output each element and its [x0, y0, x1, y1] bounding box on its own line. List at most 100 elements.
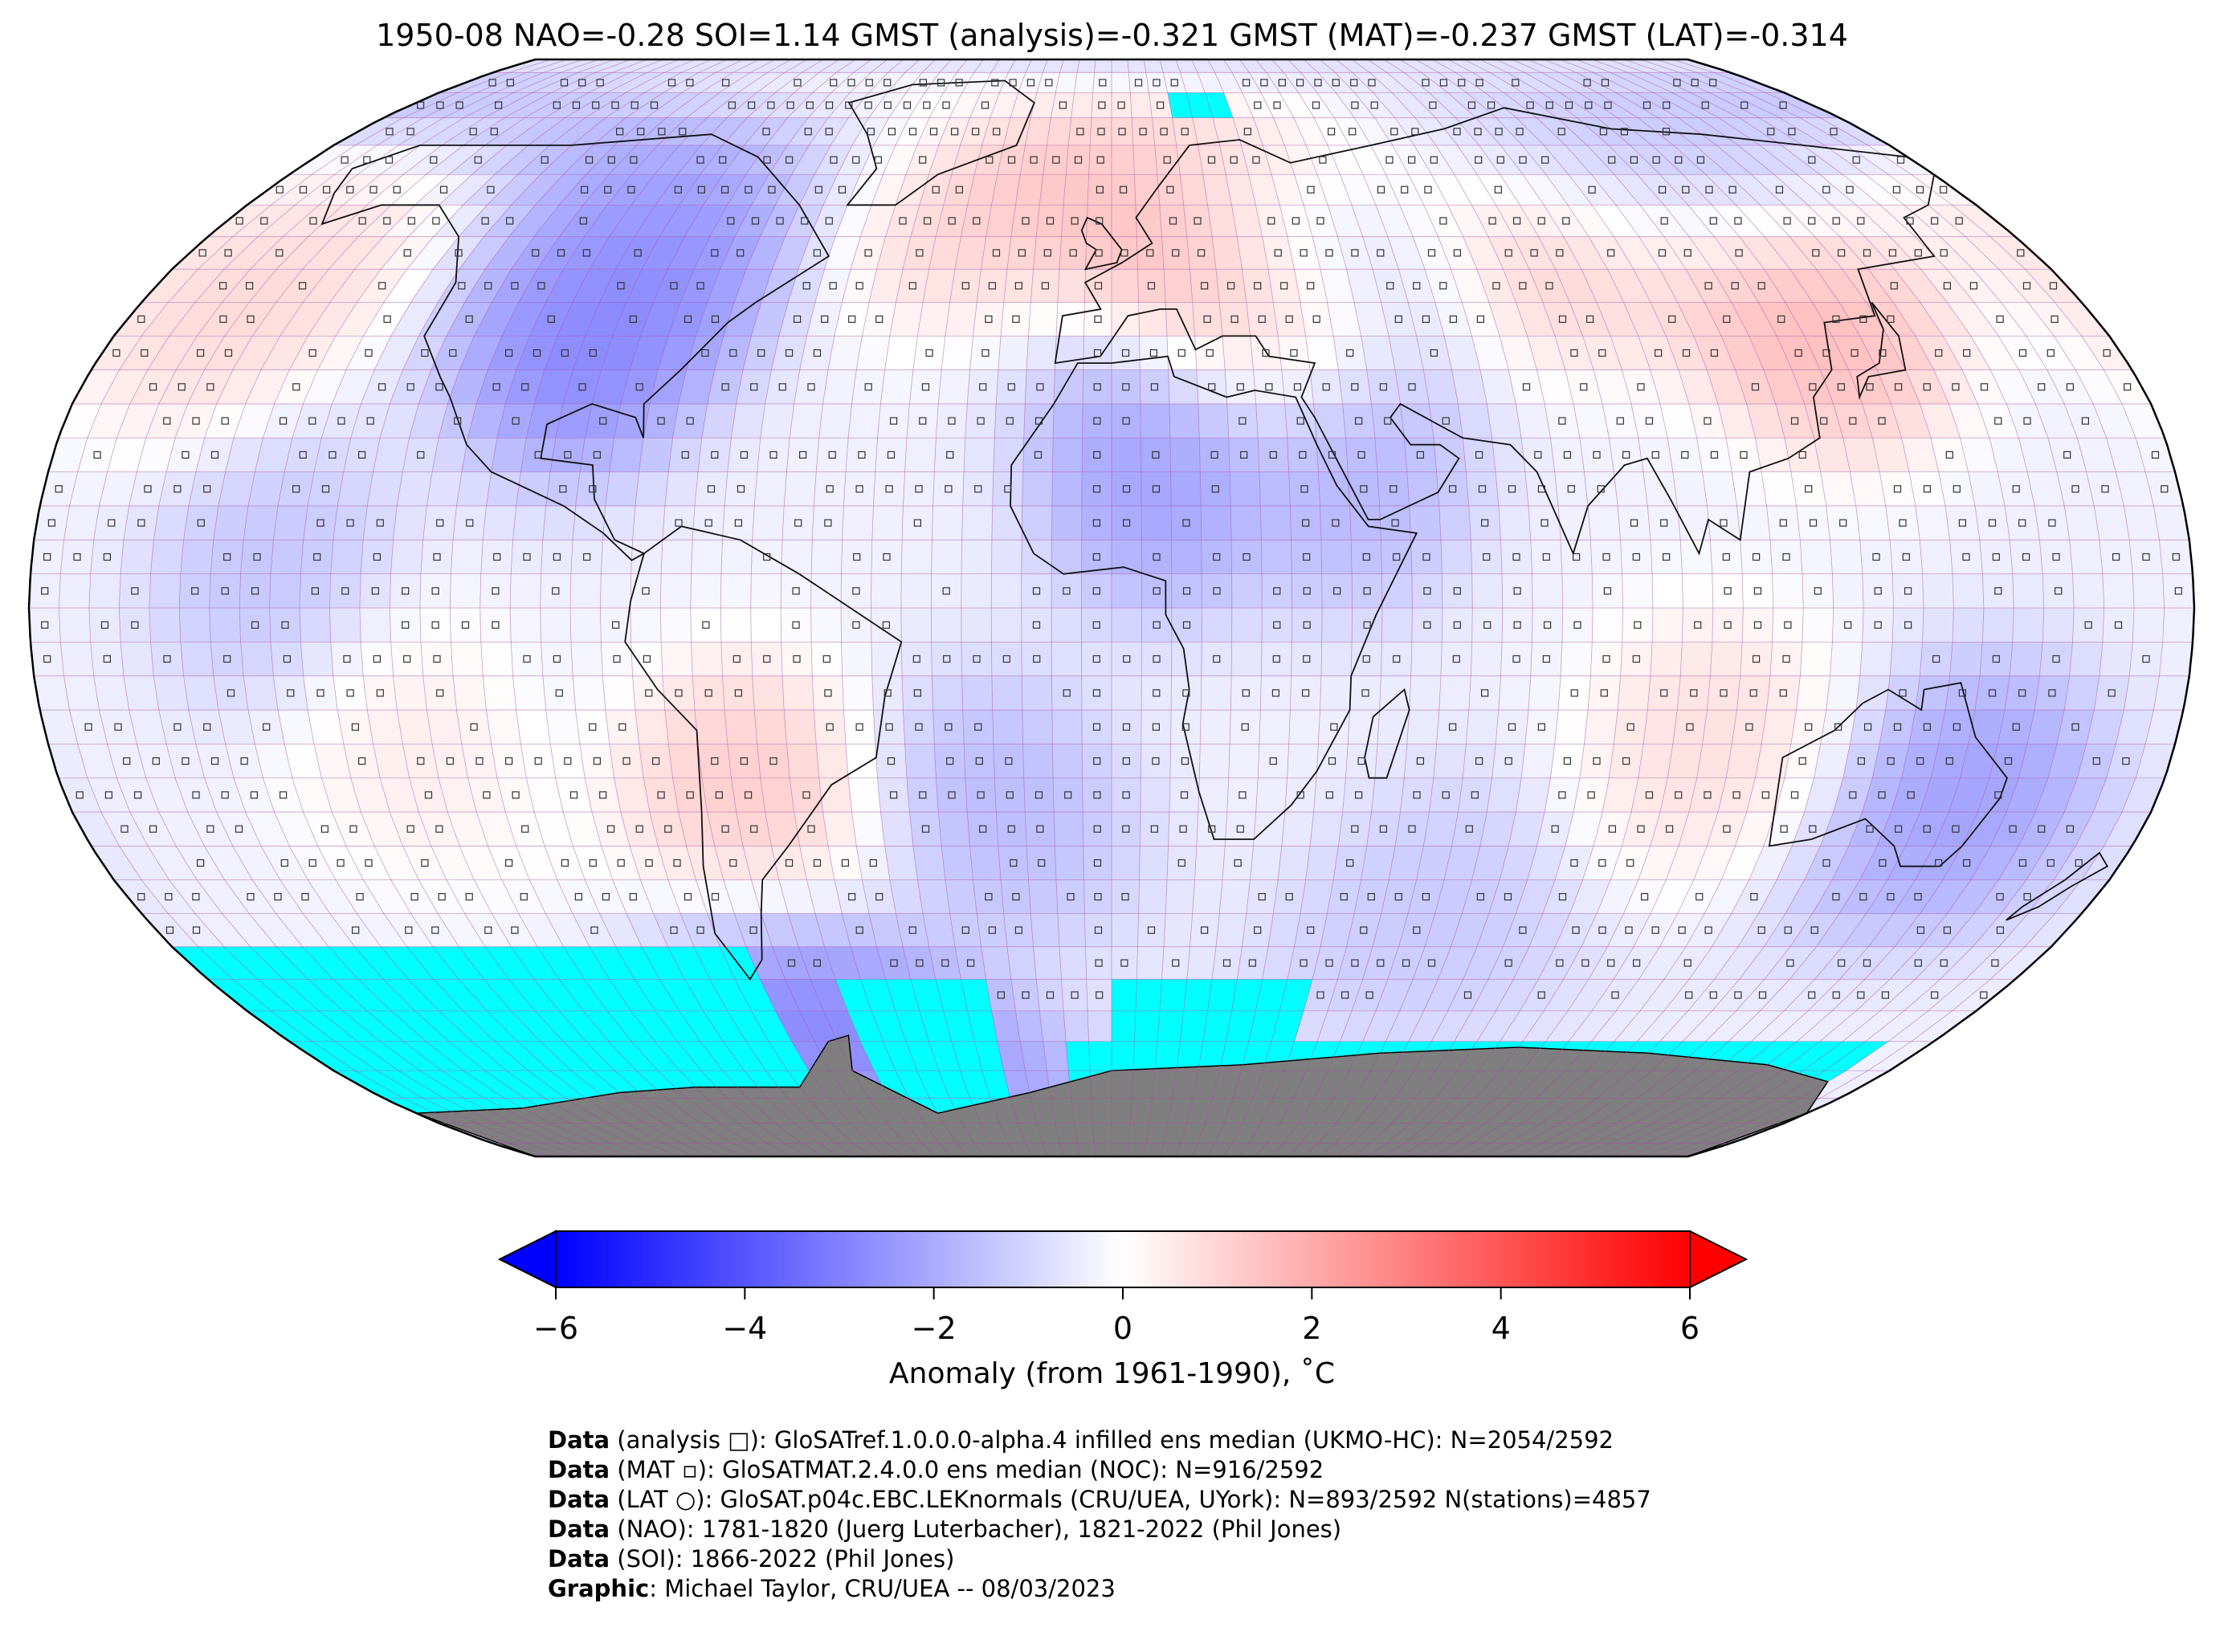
grid-cell — [835, 979, 871, 1011]
grid-cell — [806, 879, 843, 914]
grid-cell — [1471, 979, 1514, 1011]
grid-cell — [1423, 812, 1459, 846]
grid-cell — [961, 608, 992, 642]
grid-cell — [1909, 710, 1945, 744]
grid-cell — [380, 1041, 442, 1071]
grid-cell — [390, 812, 431, 846]
grid-cell — [1381, 608, 1413, 642]
grid-cell — [573, 675, 606, 710]
world-map — [27, 58, 2196, 1158]
grid-cell — [1940, 946, 1999, 980]
grid-cell — [1287, 946, 1320, 980]
grid-cell — [727, 744, 761, 778]
grid-cell — [510, 608, 541, 642]
grid-cell — [955, 946, 986, 980]
grid-cell — [1463, 744, 1496, 778]
grid-cell — [1141, 744, 1171, 778]
grid-cell — [1565, 812, 1603, 846]
grid-cell — [781, 642, 813, 676]
grid-cell — [329, 608, 361, 642]
grid-cell — [2077, 744, 2116, 778]
grid-cell — [690, 608, 721, 642]
grid-cell — [1865, 946, 1921, 980]
grid-cell — [1867, 1041, 1935, 1071]
grid-cell — [1524, 710, 1559, 744]
credit-line: Data (SOI): 1866-2022 (Phil Jones) — [548, 1544, 1651, 1574]
grid-cell — [885, 979, 920, 1011]
grid-cell — [359, 608, 391, 642]
grid-cell — [1300, 879, 1334, 914]
grid-cell — [703, 1010, 746, 1042]
grid-cell — [563, 946, 610, 980]
grid-cell — [1682, 573, 1713, 608]
credit-text: (LAT ○): GloSAT.p04c.EBC.LEKnormals (CRU… — [610, 1486, 1651, 1513]
grid-cell — [354, 946, 409, 980]
grid-cell — [1672, 710, 1708, 744]
credit-text: (NAO): 1781-1820 (Juerg Luterbacher), 18… — [610, 1515, 1342, 1543]
grid-cell — [917, 879, 950, 914]
grid-cell — [751, 1010, 792, 1042]
colorbar-tick-label: 2 — [1302, 1311, 1322, 1346]
grid-cell — [243, 675, 278, 710]
grid-cell — [271, 1010, 335, 1042]
grid-cell — [1413, 946, 1451, 980]
grid-cell — [2100, 642, 2133, 676]
grid-cell — [851, 946, 886, 980]
grid-cell — [367, 710, 403, 744]
grid-cell — [2072, 573, 2104, 608]
grid-cell — [1398, 913, 1435, 947]
grid-cell — [903, 710, 935, 744]
grid-cell — [535, 1010, 586, 1042]
grid-cell — [321, 777, 361, 813]
grid-cell — [600, 573, 631, 608]
grid-cell — [1920, 777, 1961, 813]
grid-cell — [1667, 744, 1703, 778]
grid-cell — [390, 540, 423, 574]
grid-cell — [661, 642, 693, 676]
grid-cell — [88, 608, 121, 642]
grid-cell — [1083, 879, 1112, 914]
grid-cell — [2145, 710, 2184, 744]
grid-cell — [357, 1041, 420, 1071]
grid-cell — [1025, 812, 1055, 846]
grid-cell — [1770, 642, 1802, 676]
colorbar-tick-label: −6 — [533, 1311, 579, 1346]
grid-cell — [1516, 879, 1556, 914]
grid-cell — [1278, 846, 1311, 880]
grid-cell — [1705, 1010, 1761, 1042]
grid-cell — [1773, 1010, 1833, 1042]
grid-cell — [537, 946, 585, 980]
grid-cell — [1740, 642, 1773, 676]
grid-cell — [426, 710, 462, 744]
grid-cell — [843, 710, 875, 744]
grid-cell — [936, 979, 968, 1011]
grid-cell — [851, 812, 885, 846]
grid-cell — [1732, 710, 1767, 744]
grid-cell — [1429, 777, 1463, 813]
grid-cell — [1804, 846, 1849, 880]
grid-cell — [247, 1010, 312, 1042]
grid-cell — [1933, 812, 1978, 846]
grid-cell — [377, 1071, 444, 1099]
grid-cell — [1230, 710, 1261, 744]
grid-cell — [1010, 979, 1040, 1011]
grid-cell — [991, 642, 1022, 676]
grid-cell — [1866, 879, 1916, 914]
grid-cell — [383, 979, 439, 1011]
grid-cell — [487, 1010, 541, 1042]
grid-cell — [380, 777, 419, 813]
grid-cell — [961, 675, 993, 710]
grid-cell — [1920, 642, 1953, 676]
grid-cell — [632, 675, 665, 710]
grid-cell — [1471, 642, 1503, 676]
grid-cell — [585, 777, 621, 813]
grid-cell — [938, 1071, 970, 1099]
grid-cell — [533, 979, 584, 1011]
grid-cell — [483, 675, 516, 710]
grid-cell — [271, 642, 304, 676]
grid-cell — [1960, 744, 1998, 778]
grid-cell — [563, 812, 602, 846]
grid-cell — [626, 913, 668, 947]
grid-cell — [723, 879, 761, 914]
grid-cell — [213, 675, 248, 710]
